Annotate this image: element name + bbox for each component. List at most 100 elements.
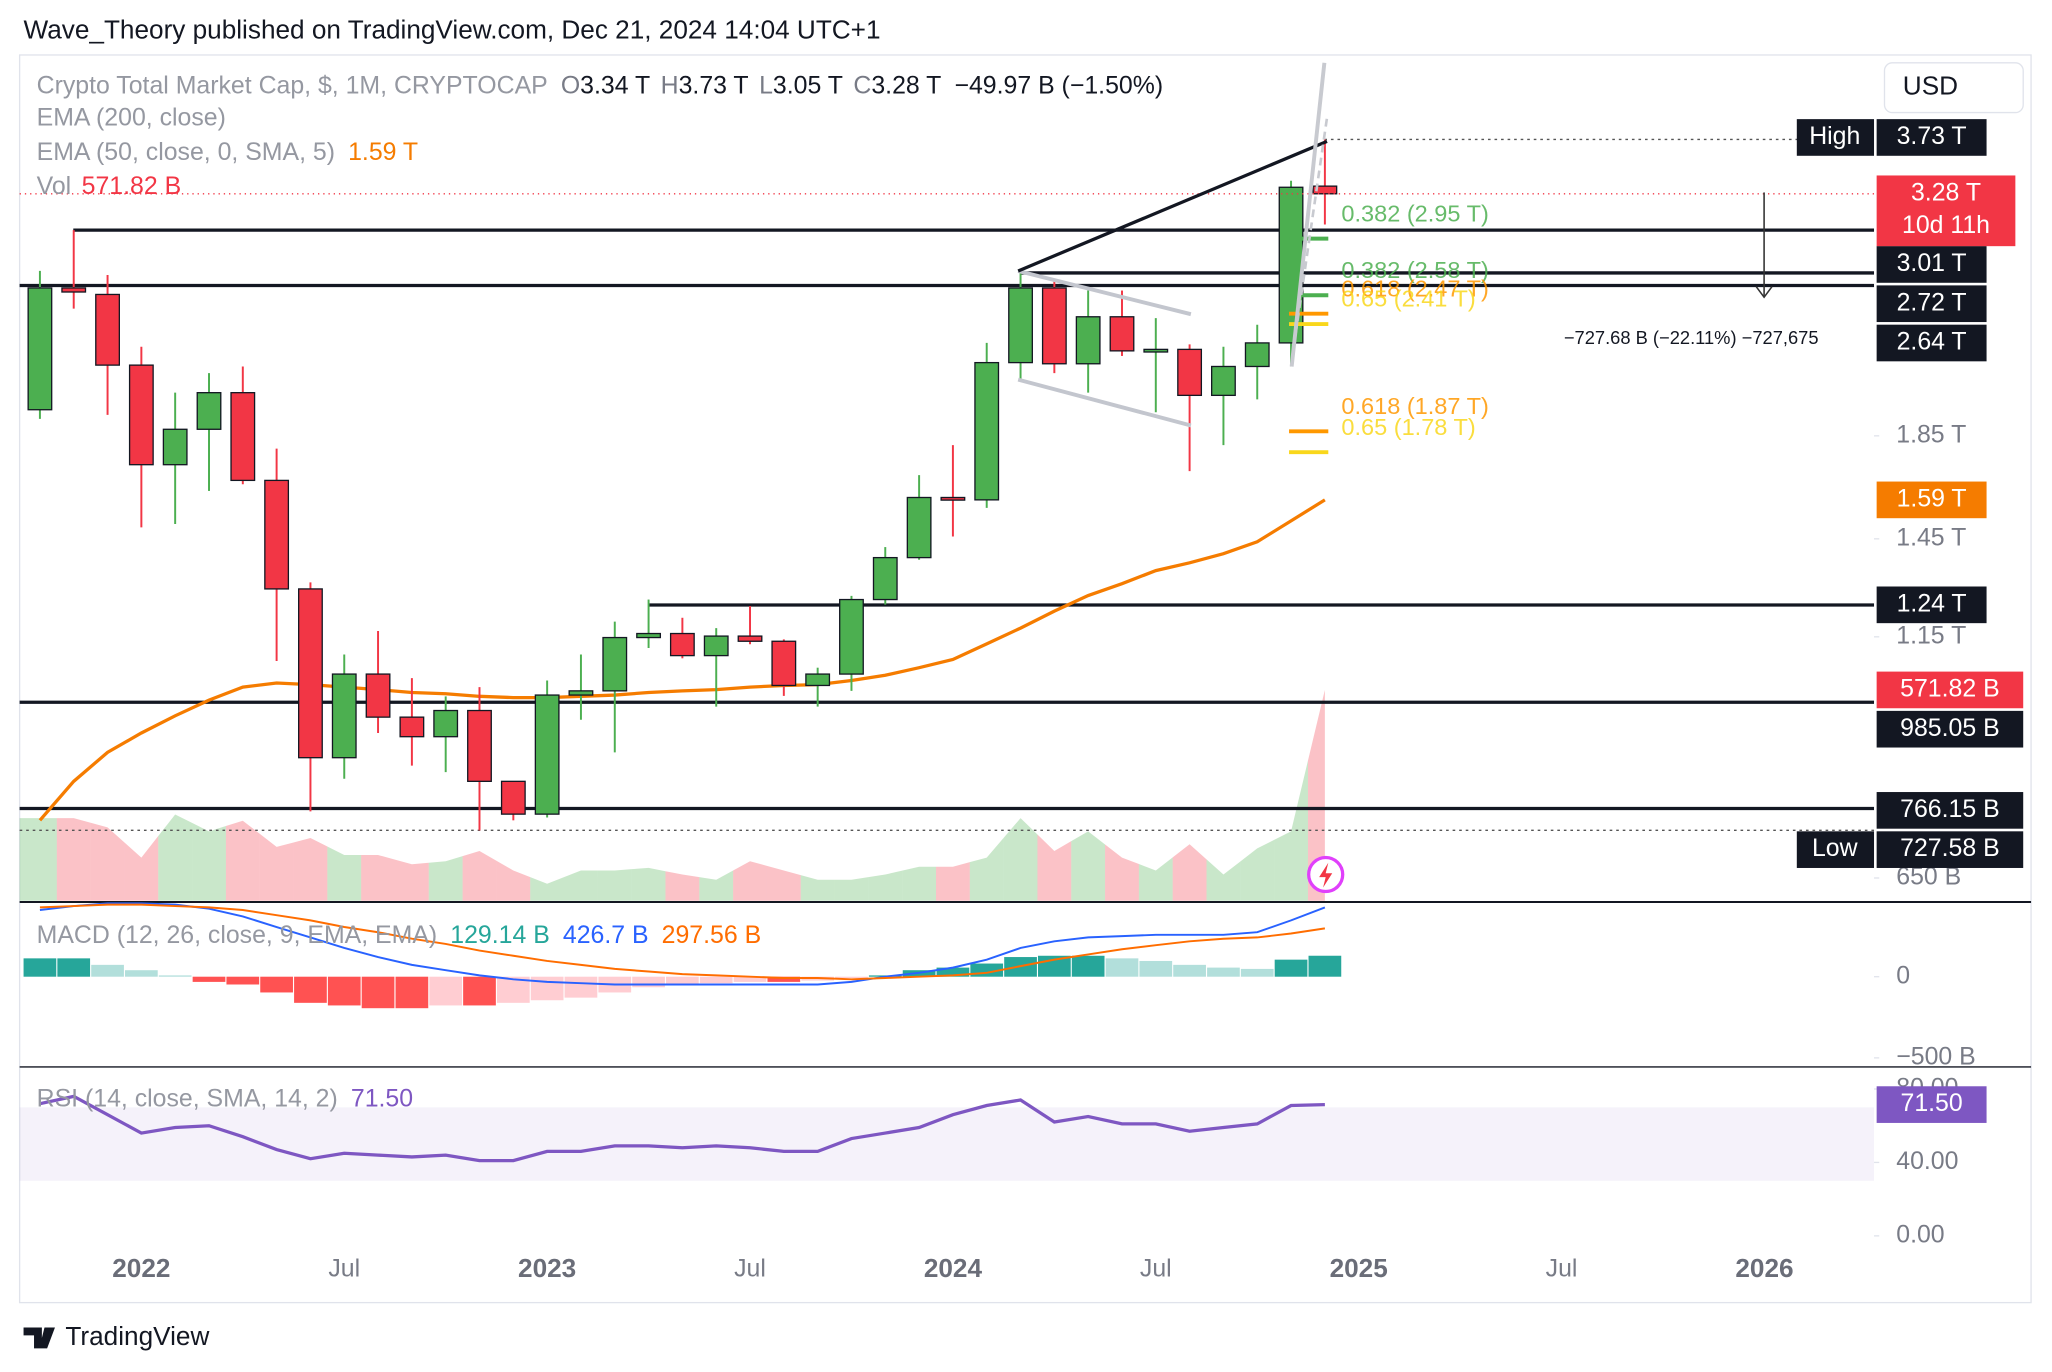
- candle-body: [500, 780, 526, 815]
- fib-label: 0.618 (1.87 T): [1341, 393, 1488, 419]
- volume-area: [225, 820, 260, 901]
- ema-line: [38, 498, 1326, 822]
- rsi-tag: [1876, 1086, 1987, 1123]
- volume-area: [1206, 859, 1241, 901]
- rsi-tag-label: 71.50: [1900, 1089, 1962, 1117]
- ema-tag: [1876, 481, 1987, 519]
- candle-body: [534, 694, 560, 815]
- legend-indicator: EMA (200, close): [37, 104, 226, 132]
- candle-body: [230, 392, 256, 482]
- candle-body: [1075, 316, 1101, 365]
- candle-body: [602, 636, 628, 692]
- level-tag: [1876, 285, 1987, 323]
- volume-area: [192, 822, 226, 901]
- macd-histogram-bar: [23, 958, 57, 977]
- currency[interactable]: USD: [1903, 71, 1958, 101]
- candle-body: [974, 361, 1000, 501]
- fib-label: 0.65 (1.78 T): [1341, 414, 1475, 440]
- legend-value: 426.7 B: [563, 921, 649, 949]
- volume-area: [327, 846, 362, 901]
- level-tag: [1876, 792, 2024, 829]
- volume-area: [496, 860, 531, 901]
- level-tag: [1796, 119, 1875, 156]
- x-tick-label: 2025: [1330, 1253, 1388, 1283]
- x-tick-label: 2026: [1735, 1253, 1793, 1283]
- wedge-line: [1017, 269, 1192, 317]
- level-tag-label: 985.05 B: [1900, 714, 2000, 742]
- candle-body: [771, 640, 797, 687]
- legend-name: Vol: [37, 172, 72, 200]
- ohlc-key: C: [853, 71, 871, 99]
- x-tick-label: 2024: [924, 1253, 983, 1283]
- legend-title: Crypto Total Market Cap, $, 1M, CRYPTOCA…: [37, 71, 548, 99]
- volume-area: [936, 862, 970, 901]
- x-tick-label: Jul: [1546, 1254, 1578, 1282]
- macd-histogram-bar: [158, 975, 192, 977]
- candle-body: [365, 673, 391, 718]
- macd-histogram-bar: [57, 958, 91, 977]
- volume-area: [564, 870, 598, 901]
- legend-volume: Vol 571.82 B: [37, 172, 182, 200]
- macd-histogram-bar: [91, 964, 124, 977]
- legend-main: Crypto Total Market Cap, $, 1M, CRYPTOCA…: [37, 71, 1163, 99]
- legend-indicator: EMA (50, close, 0, SMA, 5) 1.59 T: [37, 138, 418, 166]
- macd-histogram-bar: [632, 976, 665, 988]
- ohlc-key: H: [661, 71, 679, 99]
- candle-body: [128, 364, 154, 466]
- candle-body: [331, 673, 357, 759]
- candle-body: [1177, 348, 1203, 397]
- volume-area: [530, 877, 565, 901]
- macd-histogram-bar: [733, 976, 767, 982]
- macd-histogram-bar: [125, 970, 158, 977]
- macd-line: [39, 902, 1326, 986]
- fib-label: 0.382 (2.95 T): [1341, 200, 1488, 226]
- level-tag-label: 2.72 T: [1897, 288, 1967, 316]
- x-tick-label: Jul: [734, 1254, 766, 1282]
- plot: 2022 Jul 2023 Jul 2024 Jul 2025 Jul 2026 1.85 T 1.…: [19, 119, 2024, 1283]
- volume-area: [124, 836, 159, 901]
- level-tag-label: 2.64 T: [1897, 328, 1967, 356]
- volume-tag: [1876, 671, 2024, 709]
- currency-button[interactable]: [1883, 62, 2024, 114]
- candle-body: [1109, 316, 1135, 352]
- legend-value: 297.56 B: [662, 921, 762, 949]
- level-tag-label: 3.01 T: [1897, 249, 1967, 277]
- candle-body: [636, 632, 662, 639]
- ohlc-value: 3.28 T: [871, 71, 941, 99]
- y-tick-label: 1.45 T: [1896, 523, 1966, 551]
- volume-area: [1003, 818, 1038, 901]
- x-tick-label: Jul: [328, 1254, 360, 1282]
- volume-area: [597, 869, 632, 901]
- trend-line: [1017, 139, 1328, 273]
- candle-body: [1312, 185, 1338, 195]
- candle-body: [703, 635, 729, 657]
- rsi-band: [19, 1107, 1875, 1181]
- candle-body: [940, 496, 966, 501]
- volume-area: [1037, 834, 1072, 901]
- macd-histogram-bar: [835, 976, 868, 978]
- rsi-line: [39, 1094, 1325, 1163]
- volume-area: [800, 875, 835, 901]
- fib-label: 0.65 (2.41 T): [1341, 286, 1475, 312]
- level-tag: [1796, 831, 1875, 868]
- macd-histogram-bar: [564, 976, 598, 998]
- ohlc-value: 3.34 T: [580, 71, 650, 99]
- volume-area: [1172, 844, 1207, 901]
- level-tag-label: Low: [1812, 834, 1859, 862]
- brand-logo: [23, 1327, 55, 1349]
- candle-body: [61, 287, 87, 293]
- candle-body: [568, 690, 594, 696]
- candle-body: [1008, 287, 1033, 364]
- y-tick-label: 1.15 T: [1896, 621, 1966, 649]
- volume-area: [462, 850, 497, 901]
- macd-histogram-bar: [1071, 955, 1105, 977]
- candle-body: [669, 632, 695, 657]
- level-tag-label: 1.24 T: [1897, 589, 1967, 617]
- volume-area: [158, 814, 193, 901]
- macd-histogram-bar: [327, 976, 361, 1006]
- volume-area: [293, 838, 328, 901]
- level-tag-label: 3.73 T: [1897, 122, 1967, 150]
- level-tag: [1876, 246, 1987, 283]
- legend-name: EMA (50, close, 0, SMA, 5): [37, 138, 335, 166]
